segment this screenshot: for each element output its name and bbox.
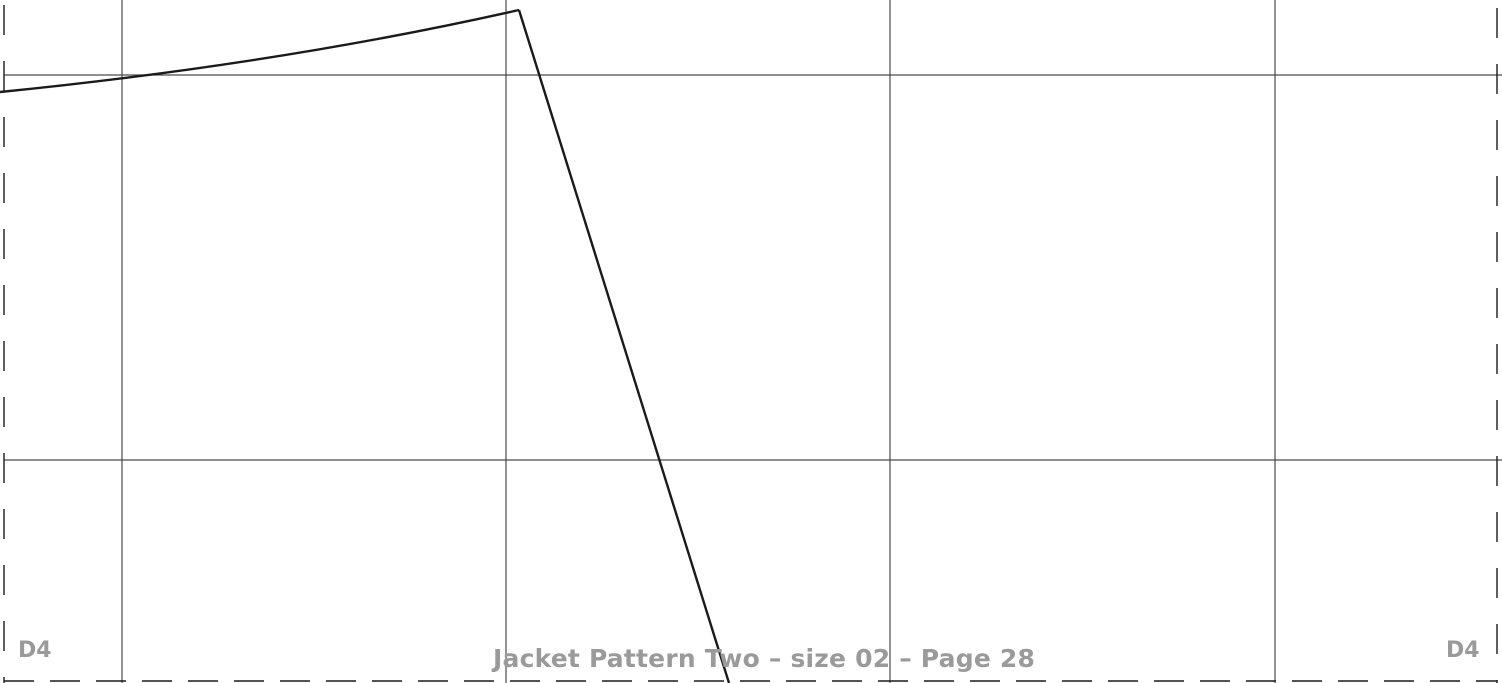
tile-grid [4, 0, 1502, 683]
pattern-straight-edge [517, 9, 731, 683]
page-footer-title: Jacket Pattern Two – size 02 – Page 28 [493, 644, 1036, 673]
pattern-piece-outline [0, 8, 731, 683]
corner-label-left: D4 [18, 638, 52, 663]
page-border-dashed [3, 5, 1498, 683]
pattern-curve-edge [0, 8, 520, 94]
corner-label-right: D4 [1446, 638, 1480, 663]
